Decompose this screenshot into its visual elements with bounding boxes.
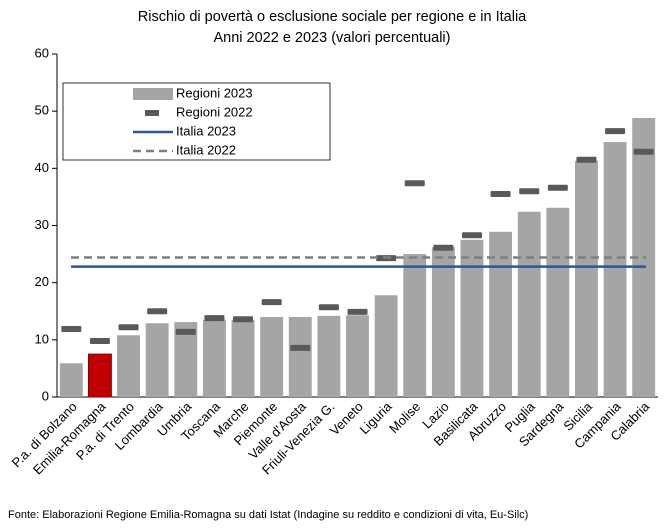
marker-2022 bbox=[204, 315, 225, 322]
chart-subtitle: Anni 2022 e 2023 (valori percentuali) bbox=[214, 30, 451, 46]
marker-2022 bbox=[404, 180, 425, 187]
source-note: Fonte: Elaborazioni Regione Emilia-Romag… bbox=[8, 509, 528, 521]
marker-2022 bbox=[633, 148, 654, 155]
bar bbox=[231, 319, 255, 397]
y-tick-label: 60 bbox=[35, 45, 49, 60]
bar bbox=[603, 142, 627, 397]
marker-2022 bbox=[318, 304, 339, 311]
bar bbox=[87, 353, 112, 398]
bar bbox=[546, 207, 570, 397]
chart-title: Rischio di povertà o esclusione sociale … bbox=[138, 9, 527, 25]
legend-box bbox=[62, 82, 331, 161]
bar bbox=[145, 323, 169, 397]
bar bbox=[460, 239, 484, 397]
marker-2022 bbox=[461, 232, 482, 239]
marker-2022 bbox=[89, 337, 110, 344]
legend-label: Italia 2022 bbox=[176, 142, 236, 157]
marker-2022 bbox=[605, 128, 626, 135]
bar bbox=[575, 160, 598, 397]
bar bbox=[202, 319, 226, 397]
bar bbox=[489, 231, 513, 397]
y-tick-label: 40 bbox=[35, 160, 49, 175]
y-tick-label: 30 bbox=[35, 217, 49, 232]
marker-2022 bbox=[433, 244, 454, 251]
bar bbox=[288, 316, 312, 397]
bar bbox=[174, 322, 198, 397]
legend-label: Regioni 2022 bbox=[176, 104, 253, 119]
y-tick-label: 10 bbox=[35, 331, 49, 346]
marker-2022 bbox=[290, 344, 311, 351]
bar bbox=[59, 363, 83, 397]
marker-2022 bbox=[519, 188, 540, 195]
marker-2022 bbox=[147, 308, 168, 315]
bar bbox=[346, 315, 369, 397]
y-tick-label: 50 bbox=[35, 103, 49, 118]
y-tick-label: 0 bbox=[42, 388, 49, 403]
bar bbox=[431, 247, 455, 397]
bar bbox=[260, 316, 284, 397]
marker-2022 bbox=[547, 184, 568, 191]
legend-label: Regioni 2023 bbox=[176, 85, 253, 100]
legend-label: Italia 2023 bbox=[176, 123, 236, 138]
bar bbox=[317, 315, 341, 397]
marker-2022 bbox=[576, 156, 597, 163]
bar bbox=[374, 295, 398, 397]
marker-2022 bbox=[347, 308, 368, 315]
bar bbox=[403, 254, 427, 397]
legend-swatch bbox=[133, 88, 173, 100]
marker-2022 bbox=[118, 324, 139, 331]
y-tick-label: 20 bbox=[35, 274, 49, 289]
marker-2022 bbox=[61, 325, 82, 332]
bar bbox=[517, 211, 541, 397]
bar bbox=[117, 335, 140, 397]
marker-2022 bbox=[490, 191, 511, 198]
marker-2022 bbox=[261, 299, 282, 306]
marker-2022 bbox=[233, 316, 254, 323]
marker-2022 bbox=[175, 328, 196, 335]
legend-swatch bbox=[145, 110, 159, 116]
